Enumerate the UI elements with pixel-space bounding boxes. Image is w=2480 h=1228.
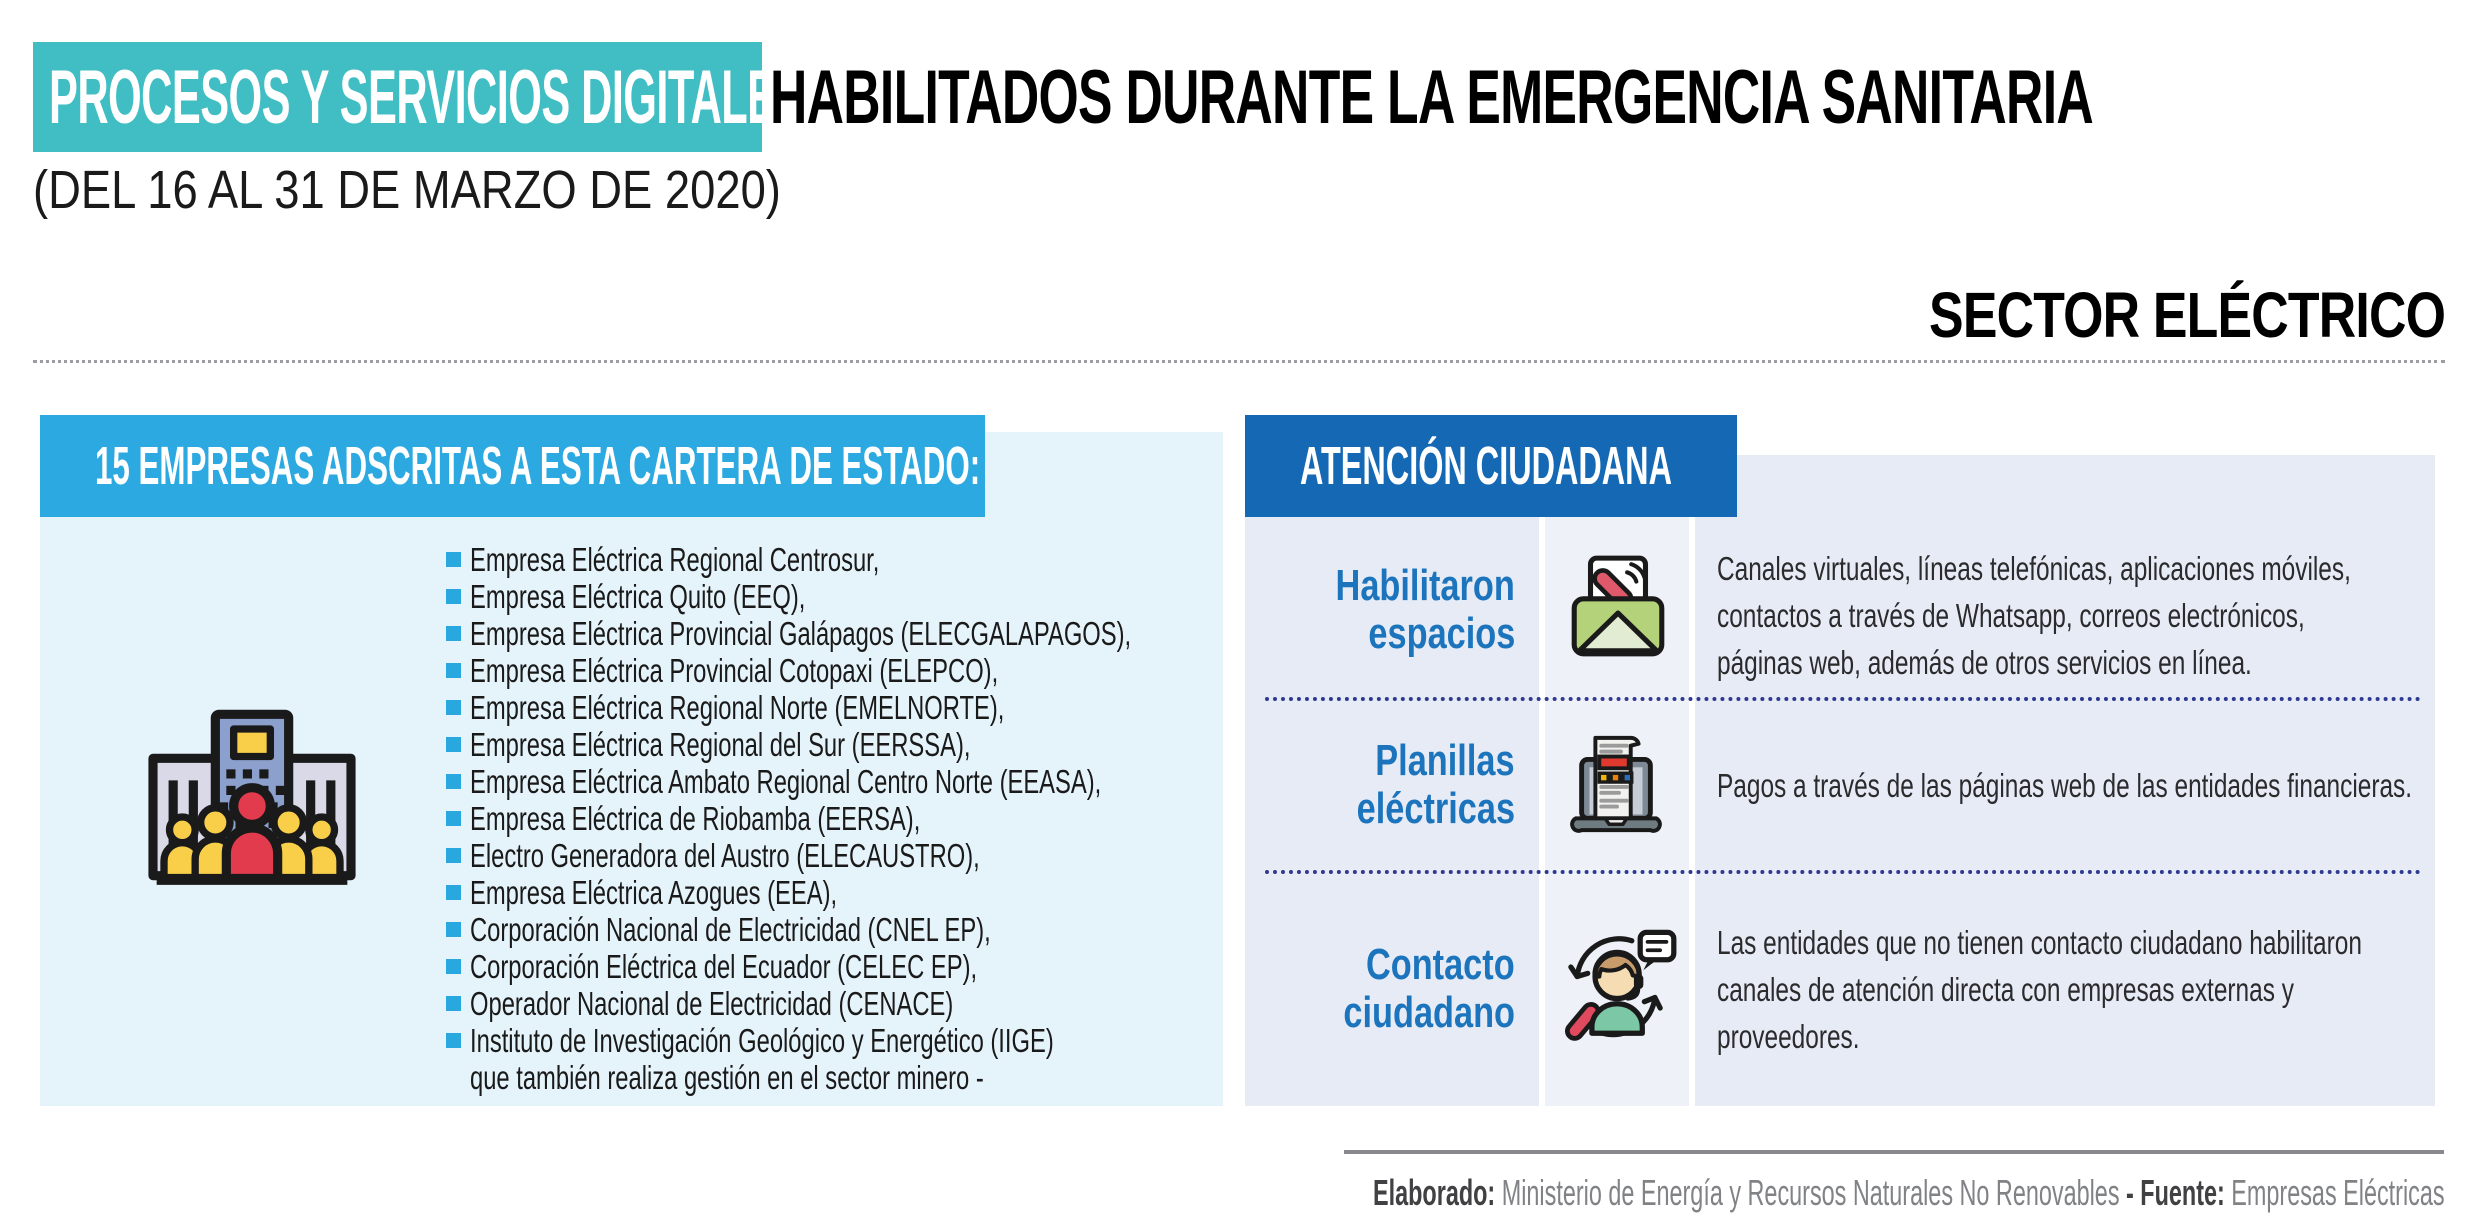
- section-title-wrap: SECTOR ELÉCTRICO: [1808, 279, 2446, 351]
- bullet-square-icon: [446, 737, 461, 752]
- company-item: Corporación Eléctrica del Ecuador (CELEC…: [446, 948, 1388, 985]
- footer-credit-text: Elaborado: Ministerio de Energía y Recur…: [1373, 1172, 2445, 1214]
- main-title-rest: HABILITADOS DURANTE LA EMERGENCIA SANITA…: [770, 54, 2094, 140]
- date-subtitle: (DEL 16 AL 31 DE MARZO DE 2020): [33, 160, 781, 220]
- bullet-square-icon: [446, 774, 461, 789]
- bullet-square-icon: [446, 626, 461, 641]
- company-note: que también realiza gestión en el sector…: [470, 1058, 984, 1096]
- row-separator: [1265, 870, 2421, 874]
- bullet-square-icon: [446, 1033, 461, 1048]
- companies-panel-header: 15 EMPRESAS ADSCRITAS A ESTA CARTERA DE …: [40, 415, 985, 517]
- row-desc-planillas-electricas: Pagos a través de las páginas web de las…: [1717, 767, 2413, 804]
- teal-highlight-box: PROCESOS Y SERVICIOS DIGITALES: [33, 42, 804, 152]
- atencion-panel-header: ATENCIÓN CIUDADANA: [1245, 415, 1737, 517]
- bullet-square-icon: [446, 552, 461, 567]
- fuente-label: - Fuente:: [2126, 1172, 2232, 1213]
- fuente-value: Empresas Eléctricas: [2231, 1172, 2445, 1213]
- main-title-rest-wrap: HABILITADOS DURANTE LA EMERGENCIA SANITA…: [770, 42, 2480, 152]
- support-agent-icon: [1565, 929, 1677, 1041]
- company-item: Corporación Nacional de Electricidad (CN…: [446, 911, 1388, 948]
- company-item: Electro Generadora del Austro (ELECAUSTR…: [446, 837, 1388, 874]
- company-item: Instituto de Investigación Geológico y E…: [446, 1022, 1388, 1059]
- company-item: Empresa Eléctrica Quito (EEQ),: [446, 578, 1388, 615]
- top-dotted-divider: [33, 360, 2445, 363]
- company-item: Empresa Eléctrica Provincial Cotopaxi (E…: [446, 652, 1388, 689]
- company-item: Empresa Eléctrica Regional Centrosur,: [446, 541, 1388, 578]
- envelope-phone-icon: [1571, 555, 1665, 657]
- government-building-icon: [148, 709, 356, 885]
- row-desc-contacto-ciudadano: Las entidades que no tienen contacto ciu…: [1717, 924, 2362, 1055]
- atencion-panel: [1245, 455, 2435, 1106]
- companies-panel-title: 15 EMPRESAS ADSCRITAS A ESTA CARTERA DE …: [95, 436, 981, 496]
- bullet-square-icon: [446, 885, 461, 900]
- main-title-highlight: PROCESOS Y SERVICIOS DIGITALES: [49, 54, 804, 140]
- bullet-square-icon: [446, 959, 461, 974]
- bullet-square-icon: [446, 811, 461, 826]
- bullet-square-icon: [446, 848, 461, 863]
- row-separator: [1265, 697, 2421, 701]
- company-item: Empresa Eléctrica Ambato Regional Centro…: [446, 763, 1388, 800]
- bullet-square-icon: [446, 663, 461, 678]
- company-item: Empresa Eléctrica Regional del Sur (EERS…: [446, 726, 1388, 763]
- company-item: Empresa Eléctrica Azogues (EEA),: [446, 874, 1388, 911]
- elaborado-value: Ministerio de Energía y Recursos Natural…: [1502, 1172, 2127, 1213]
- company-item: Operador Nacional de Electricidad (CENAC…: [446, 985, 1388, 1022]
- row-label-contacto-ciudadano: Contacto ciudadano: [1343, 940, 1515, 1037]
- laptop-receipt-icon: [1570, 735, 1662, 833]
- bullet-square-icon: [446, 700, 461, 715]
- footer-credit: Elaborado: Ministerio de Energía y Recur…: [796, 1168, 2445, 1218]
- bullet-square-icon: [446, 589, 461, 604]
- bullet-square-icon: [446, 922, 461, 937]
- row-label-habilitaron-espacios: Habilitaron espacios: [1335, 561, 1515, 658]
- date-subtitle-wrap: (DEL 16 AL 31 DE MARZO DE 2020): [33, 160, 923, 220]
- row-label-planillas-electricas: Planillas eléctricas: [1356, 736, 1515, 833]
- elaborado-label: Elaborado:: [1373, 1172, 1503, 1213]
- atencion-panel-title: ATENCIÓN CIUDADANA: [1300, 436, 1672, 496]
- section-title: SECTOR ELÉCTRICO: [1928, 279, 2446, 351]
- company-item: Empresa Eléctrica de Riobamba (EERSA),: [446, 800, 1388, 837]
- footer-divider: [1344, 1150, 2444, 1154]
- company-item: Empresa Eléctrica Provincial Galápagos (…: [446, 615, 1388, 652]
- companies-list: Empresa Eléctrica Regional Centrosur, Em…: [446, 541, 1388, 1096]
- row-desc-habilitaron-espacios: Canales virtuales, líneas telefónicas, a…: [1717, 550, 2351, 681]
- company-item: Empresa Eléctrica Regional Norte (EMELNO…: [446, 689, 1388, 726]
- bullet-square-icon: [446, 996, 461, 1011]
